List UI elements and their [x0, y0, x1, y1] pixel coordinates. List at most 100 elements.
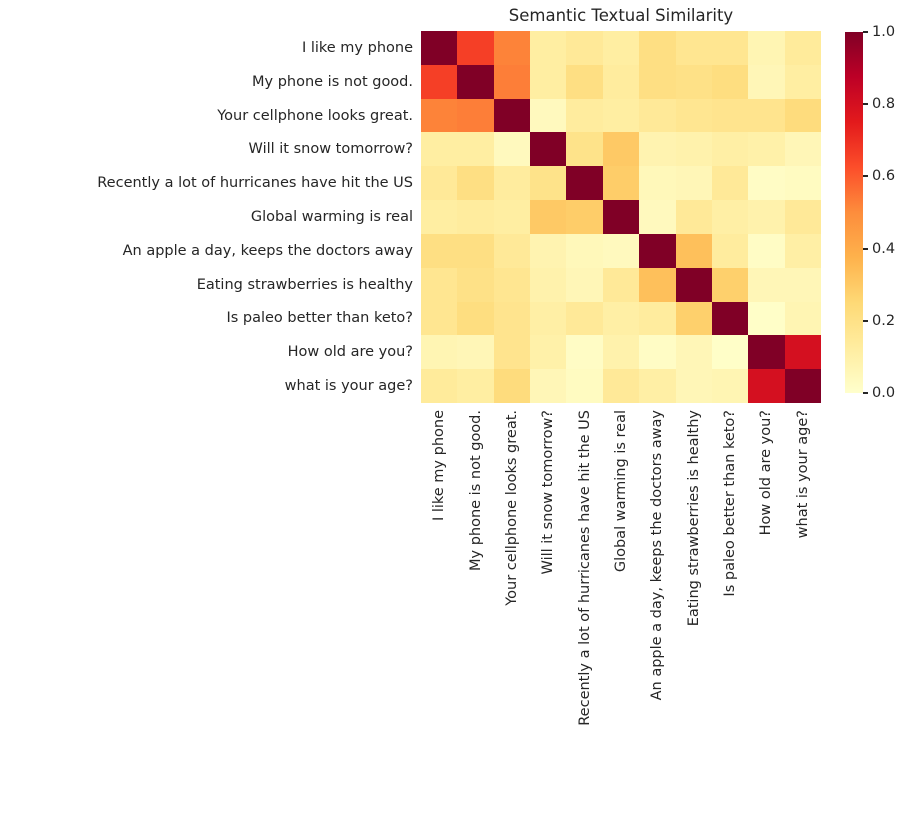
- heatmap-cell: [493, 233, 531, 268]
- heatmap-cell: [566, 166, 603, 201]
- colorbar-tick-label: 1.0: [872, 24, 896, 40]
- heatmap-cell: [493, 166, 531, 201]
- heatmap-cell: [784, 64, 821, 99]
- heatmap-cell: [748, 200, 785, 234]
- heatmap-cell: [530, 233, 567, 268]
- heatmap-cell: [602, 98, 640, 133]
- x-tick-label: Is paleo better than keto?: [722, 410, 739, 597]
- x-tick-label: An apple a day, keeps the doctors away: [649, 410, 666, 701]
- heatmap-cell: [602, 233, 640, 268]
- heatmap-cell: [421, 98, 458, 133]
- heatmap-cell: [493, 335, 531, 370]
- y-tick-label: Recently a lot of hurricanes have hit th…: [97, 175, 413, 192]
- heatmap-cell: [784, 166, 821, 201]
- y-tick-label: My phone is not good.: [252, 73, 413, 90]
- heatmap-cell: [711, 200, 749, 234]
- heatmap-cell: [748, 166, 785, 201]
- y-tick-label: Eating strawberries is healthy: [196, 276, 413, 293]
- heatmap-cell: [748, 335, 785, 370]
- heatmap-cell: [639, 64, 676, 99]
- heatmap-cell: [421, 267, 458, 302]
- heatmap-cell: [784, 335, 821, 370]
- heatmap-cell: [493, 200, 531, 234]
- y-tick-label: I like my phone: [301, 39, 413, 56]
- heatmap-cell: [602, 166, 640, 201]
- heatmap-cell: [748, 132, 785, 167]
- heatmap-cell: [748, 267, 785, 302]
- heatmap-cell: [675, 301, 712, 336]
- heatmap-cell: [711, 64, 749, 99]
- heatmap-cell: [457, 64, 494, 99]
- heatmap-cell: [602, 301, 640, 336]
- heatmap-cell: [566, 335, 603, 370]
- x-tick-label: Recently a lot of hurricanes have hit th…: [576, 410, 593, 726]
- heatmap-cell: [748, 64, 785, 99]
- heatmap-cell: [493, 301, 531, 336]
- heatmap-cell: [421, 166, 458, 201]
- heatmap-cell: [602, 132, 640, 167]
- heatmap-cell: [457, 369, 494, 403]
- heatmap-cell: [675, 200, 712, 234]
- colorbar-tick-mark: [863, 31, 868, 33]
- heatmap-cell: [711, 267, 749, 302]
- heatmap-cell: [602, 64, 640, 99]
- heatmap-cell: [784, 31, 821, 65]
- heatmap-cell: [457, 200, 494, 234]
- heatmap-cell: [711, 301, 749, 336]
- colorbar-tick-label: 0.4: [872, 240, 896, 257]
- heatmap-cell: [457, 166, 494, 201]
- heatmap-cell: [784, 301, 821, 336]
- heatmap-cell: [493, 98, 531, 133]
- x-tick-label: Global warming is real: [613, 410, 629, 573]
- heatmap-cell: [457, 301, 494, 336]
- heatmap-cell: [566, 267, 603, 302]
- colorbar-tick-label: 0.2: [872, 312, 896, 329]
- heatmap-cell: [784, 369, 821, 403]
- heatmap: [421, 31, 821, 403]
- heatmap-cell: [639, 98, 676, 133]
- heatmap-cell: [639, 31, 676, 65]
- colorbar-tick-mark: [863, 103, 868, 106]
- colorbar-tick-label: 0.8: [872, 96, 896, 113]
- heatmap-cell: [675, 233, 712, 268]
- x-tick-label: Eating strawberries is healthy: [685, 410, 702, 627]
- heatmap-cell: [784, 132, 821, 167]
- heatmap-cell: [566, 369, 603, 403]
- heatmap-cell: [566, 233, 603, 268]
- colorbar-tick-label: 0.0: [872, 385, 896, 401]
- colorbar-tick-mark: [863, 319, 868, 322]
- colorbar-tick-mark: [863, 247, 868, 250]
- heatmap-cell: [530, 301, 567, 336]
- y-tick-label: Global warming is real: [250, 208, 413, 225]
- colorbar-gradient: [845, 32, 863, 393]
- chart-title: Semantic Textual Similarity: [508, 6, 734, 25]
- heatmap-cell: [530, 31, 567, 65]
- heatmap-cell: [421, 132, 458, 167]
- heatmap-cell: [602, 335, 640, 370]
- heatmap-cell: [457, 98, 494, 133]
- heatmap-cell: [711, 31, 749, 65]
- heatmap-cell: [639, 132, 676, 167]
- colorbar-tick-label: 0.6: [872, 168, 896, 185]
- x-tick-label: Your cellphone looks great.: [503, 410, 520, 606]
- heatmap-cell: [421, 335, 458, 370]
- heatmap-cell: [457, 31, 494, 65]
- heatmap-cell: [602, 31, 640, 65]
- heatmap-cell: [784, 267, 821, 302]
- heatmap-cell: [457, 132, 494, 167]
- heatmap-cell: [602, 200, 640, 234]
- heatmap-cell: [530, 369, 567, 403]
- y-axis-labels: I like my phone My phone is not good. Your…: [0, 31, 413, 403]
- heatmap-cell: [639, 369, 676, 403]
- heatmap-cell: [421, 301, 458, 336]
- heatmap-cell: [711, 233, 749, 268]
- heatmap-cell: [784, 233, 821, 268]
- heatmap-cell: [566, 200, 603, 234]
- heatmap-cell: [711, 132, 749, 167]
- heatmap-cell: [602, 369, 640, 403]
- heatmap-cell: [421, 200, 458, 234]
- colorbar: [845, 32, 863, 393]
- heatmap-cell: [675, 267, 712, 302]
- y-tick-label: Your cellphone looks great.: [217, 107, 413, 124]
- heatmap-cell: [530, 64, 567, 99]
